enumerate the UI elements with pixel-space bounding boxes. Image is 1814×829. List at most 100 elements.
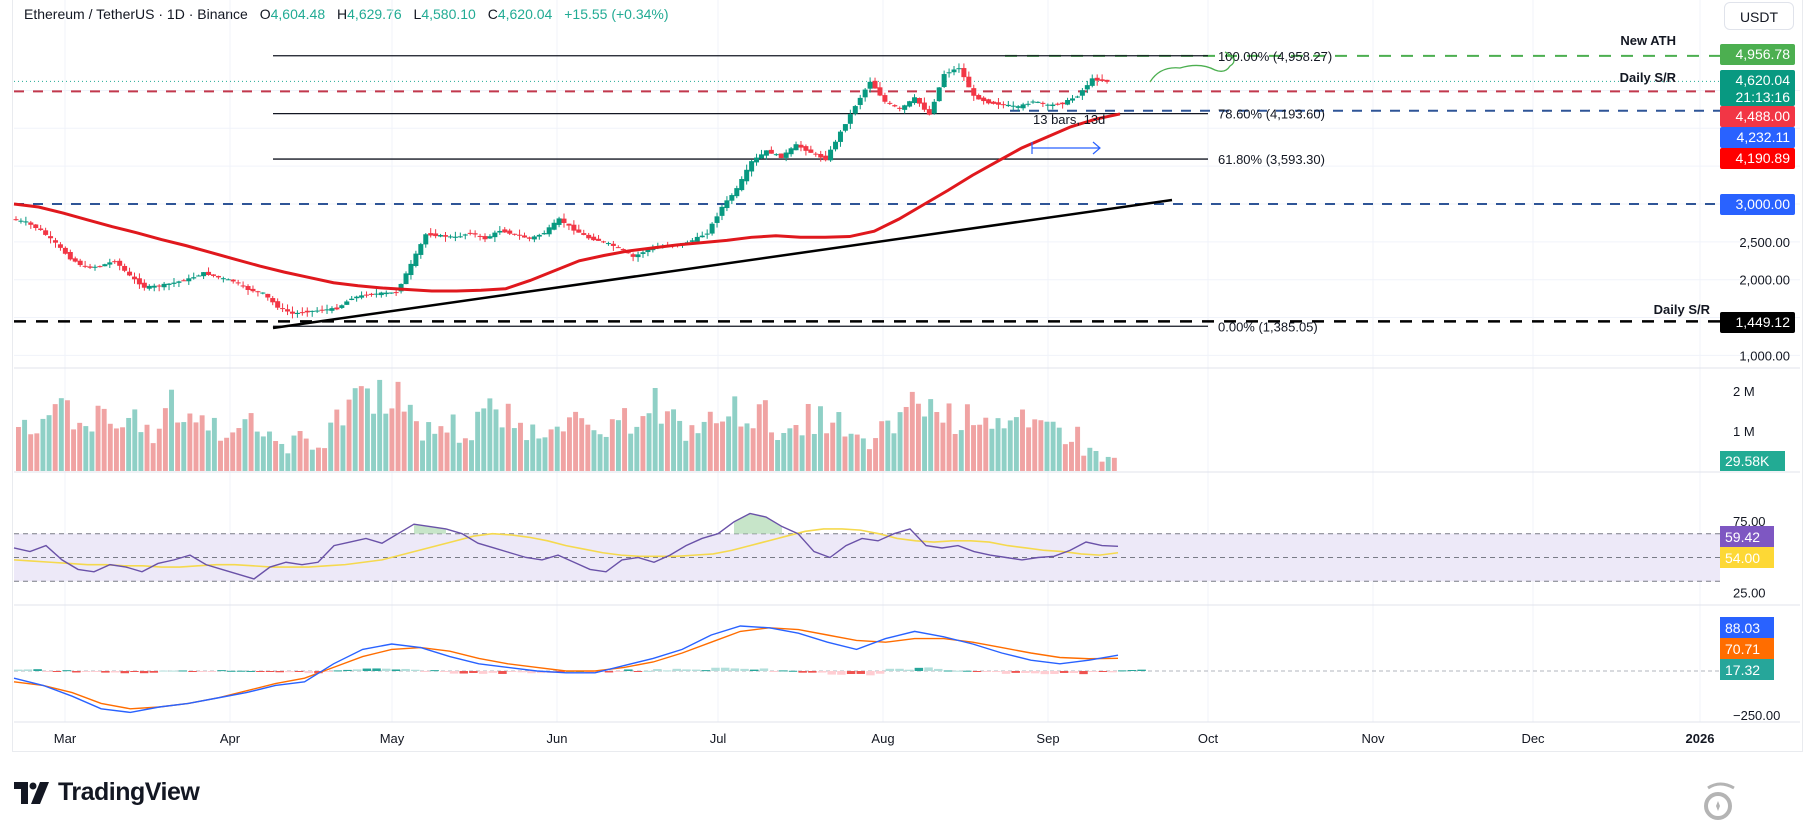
volume-bar xyxy=(505,403,511,471)
rsi-line xyxy=(13,512,1119,580)
volume-bar xyxy=(952,433,958,471)
volume-bar xyxy=(511,428,517,471)
tradingview-wordmark: TradingView xyxy=(58,778,200,806)
volume-bar xyxy=(603,436,609,471)
volume-bar xyxy=(585,424,591,471)
candle-body xyxy=(1089,78,1095,86)
macd-histogram-bar xyxy=(856,671,866,674)
candle-body xyxy=(359,295,365,298)
volume-tag-text: 29.58K xyxy=(1725,453,1770,469)
macd-histogram-bar xyxy=(23,669,33,671)
candle-body xyxy=(1070,98,1076,101)
volume-bar xyxy=(738,426,744,471)
volume-bar xyxy=(1105,456,1111,471)
volume-bar xyxy=(1050,421,1056,471)
macd-histogram-bar xyxy=(420,671,430,672)
candle-body xyxy=(314,310,320,312)
currency-button[interactable]: USDT xyxy=(1724,2,1794,30)
candle-body xyxy=(23,221,29,223)
candle-body xyxy=(1094,77,1100,81)
macd-histogram-bar xyxy=(895,668,904,671)
candle-body xyxy=(181,280,187,282)
candle-body xyxy=(33,224,39,229)
candle-body xyxy=(329,308,335,311)
volume-bar xyxy=(1087,447,1093,471)
volume-bar xyxy=(695,433,701,471)
price-tag-text: 1,449.12 xyxy=(1736,314,1791,330)
watermark-coin-icon xyxy=(1704,782,1735,820)
volume-bar xyxy=(860,438,866,471)
chart-canvas[interactable]: 100.00% (4,958.27) 78.60% (4,193.60) 61.80… xyxy=(0,0,1814,760)
candle-body xyxy=(714,216,720,223)
macd-histogram-bar xyxy=(1030,671,1040,674)
volume-bar xyxy=(395,381,401,471)
candle-body xyxy=(285,309,291,312)
macd-histogram-bar xyxy=(982,671,991,672)
time-axis-tick: May xyxy=(380,731,405,746)
time-axis-tick: Jul xyxy=(710,731,727,746)
price-axis-tick: 2,000.00 xyxy=(1739,273,1790,288)
volume-bar xyxy=(16,426,21,471)
macd-histogram-bar xyxy=(159,670,168,672)
candle-body xyxy=(18,220,24,222)
candle-body xyxy=(956,68,962,70)
candle-body xyxy=(783,152,789,158)
macd-histogram-bar xyxy=(43,671,52,672)
indicator-tag-bg xyxy=(1720,638,1774,659)
candle-body xyxy=(112,261,118,263)
volume-bar xyxy=(1020,409,1025,471)
candle-body xyxy=(1079,90,1085,96)
candle-body xyxy=(240,285,246,287)
volume-bar xyxy=(885,420,891,471)
time-axis-tick: Apr xyxy=(220,731,241,746)
close-value: 4,620.04 xyxy=(497,6,553,22)
volume-bar xyxy=(866,449,872,471)
volume-bar xyxy=(413,421,419,471)
macd-histogram-bar xyxy=(120,671,130,674)
macd-histogram-bar xyxy=(972,671,982,672)
volume-bar xyxy=(58,398,64,471)
rsi-ma-line xyxy=(13,528,1119,568)
candle-body xyxy=(127,271,133,276)
volume-bar xyxy=(1044,421,1050,471)
candle-body xyxy=(739,179,745,191)
macd-histogram-bar xyxy=(779,670,788,672)
candle-body xyxy=(946,72,952,74)
candle-body xyxy=(581,233,587,235)
candle-body xyxy=(916,97,922,104)
volume-bar xyxy=(481,408,487,471)
sma-line xyxy=(13,112,1121,293)
candle-body xyxy=(966,76,972,88)
rsi-band xyxy=(14,533,1720,582)
date-range-arrowhead xyxy=(1092,141,1101,155)
volume-bar xyxy=(824,433,830,471)
macd-macd-tag: 88.03 xyxy=(1720,617,1774,638)
volume-bar xyxy=(818,406,823,471)
volume-bar xyxy=(352,388,358,471)
macd-histogram-bar xyxy=(1079,671,1088,675)
volume-bar xyxy=(615,420,621,471)
candle-body xyxy=(117,260,123,266)
volume-bar xyxy=(560,431,566,471)
volume-bar xyxy=(597,434,603,471)
fib-label: 100.00% (4,958.27) xyxy=(1218,49,1332,64)
macd-histogram-bar xyxy=(798,671,807,673)
volume-bar xyxy=(346,399,352,471)
macd-histogram-bar xyxy=(1127,670,1137,672)
candle-body xyxy=(630,254,636,257)
volume-bar xyxy=(903,406,909,471)
indicator-tag-text: 59.42 xyxy=(1725,529,1760,545)
volume-bar xyxy=(205,430,211,471)
time-axis-tick: Oct xyxy=(1198,731,1219,746)
candle-body xyxy=(413,253,419,266)
candle-body xyxy=(87,266,93,268)
volume-bar xyxy=(371,413,377,471)
price-tag: 4,956.78 xyxy=(1720,44,1795,65)
candle-body xyxy=(92,266,98,268)
price-tag: 4,488.00 xyxy=(1720,106,1795,127)
symbol-title[interactable]: Ethereum / TetherUS · 1D · Binance xyxy=(24,6,248,22)
volume-bar xyxy=(101,408,107,471)
candle-body xyxy=(354,296,360,299)
candle-body xyxy=(1099,79,1105,81)
